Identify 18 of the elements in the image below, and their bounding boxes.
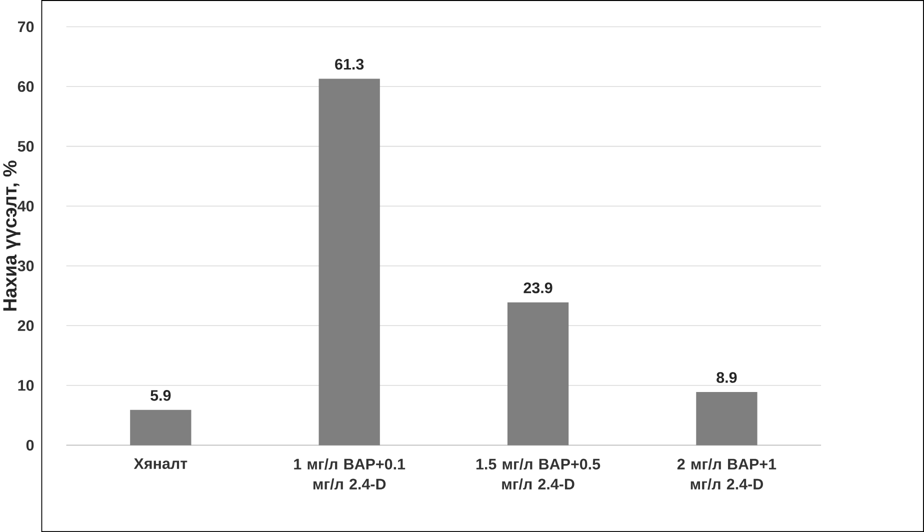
x-tick-label: 1.5 мг/л BAP+0.5 мг/л 2.4-D <box>476 458 600 490</box>
data-label: 23.9 <box>524 282 552 294</box>
y-tick-label: 20 <box>18 320 34 331</box>
x-tick-label: Хяналт <box>134 458 188 469</box>
bar <box>130 410 192 446</box>
bar <box>318 78 380 446</box>
y-tick-label: 0 <box>26 440 34 451</box>
x-tick-label: 1 мг/л BAP+0.1 мг/л 2.4-D <box>294 458 406 490</box>
y-tick-label: 60 <box>18 81 34 92</box>
data-label: 8.9 <box>716 372 737 383</box>
bar <box>696 392 758 446</box>
y-tick-label: 10 <box>18 380 34 391</box>
y-tick-label: 50 <box>18 140 34 152</box>
data-label: 61.3 <box>335 58 364 70</box>
y-tick-label: 70 <box>18 21 34 32</box>
data-label: 5.9 <box>150 390 171 401</box>
bar <box>507 302 569 446</box>
x-tick-label: 2 мг/л BAP+1 мг/л 2.4-D <box>677 458 776 490</box>
